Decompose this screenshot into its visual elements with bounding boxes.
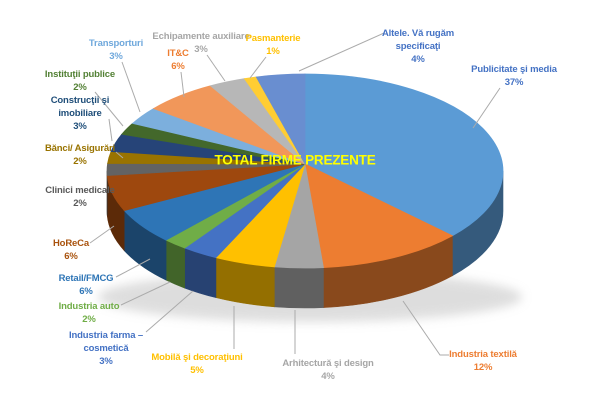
- pie-slice-wall: [274, 266, 324, 309]
- slice-name-label: Clinici medicale: [45, 185, 114, 196]
- slice-name-label: Bănci/ Asigurări: [45, 143, 115, 154]
- slice-name-label: IT&C: [167, 48, 189, 59]
- slice-percent-label: 12%: [474, 362, 493, 373]
- slice-name-label: specificaţi: [396, 41, 441, 52]
- slice-name-label: Mobilă şi decoraţiuni: [151, 352, 242, 363]
- slice-percent-label: 3%: [109, 51, 123, 62]
- slice-percent-label: 4%: [321, 371, 335, 382]
- slice-percent-label: 3%: [194, 44, 208, 55]
- slice-percent-label: 2%: [73, 156, 87, 167]
- slice-name-label: HoReCa: [53, 238, 90, 249]
- leader-line: [249, 56, 267, 79]
- slice-name-label: Pasmanterie: [246, 33, 301, 44]
- leader-line: [145, 290, 194, 333]
- chart-title: TOTAL FIRME PREZENTE: [214, 152, 376, 168]
- slice-percent-label: 3%: [73, 121, 87, 132]
- slice-percent-label: 6%: [171, 61, 185, 72]
- slice-percent-label: 2%: [82, 314, 96, 325]
- leader-line: [472, 87, 501, 129]
- slice-percent-label: 2%: [73, 82, 87, 93]
- slice-percent-label: 6%: [64, 251, 78, 262]
- slice-name-label: Transporturi: [89, 38, 143, 49]
- leader-line: [120, 281, 171, 306]
- slice-percent-label: 5%: [190, 365, 204, 376]
- pie-slices: Publicitate şi media 37%Industria textil…: [106, 73, 504, 269]
- slice-percent-label: 4%: [411, 54, 425, 65]
- pie-side-walls: [106, 170, 504, 309]
- leader-line: [180, 71, 185, 98]
- slice-name-label: Instituţii publice: [45, 69, 115, 80]
- pie-slice: Publicitate şi media 37%: [304, 73, 504, 237]
- slice-name-label: Industria auto: [59, 301, 120, 312]
- pie-slice: Industria textilă 12%: [304, 163, 454, 268]
- slice-name-label: Industria textilă: [449, 349, 518, 360]
- leader-line: [115, 151, 124, 159]
- leader-line: [89, 225, 115, 244]
- slice-percent-label: 2%: [73, 198, 87, 209]
- slice-name-label: Publicitate şi media: [471, 64, 558, 75]
- slice-name-label: Construcţii şi: [51, 95, 110, 106]
- pie-slice: Altele. Vă rugăm specificaţi 4%: [255, 73, 306, 166]
- leader-line: [115, 258, 151, 278]
- leader-line: [298, 32, 385, 72]
- slice-name-label: cosmetică: [83, 343, 129, 354]
- slice-percent-label: 37%: [505, 77, 524, 88]
- slice-name-label: imobiliare: [58, 108, 101, 119]
- slice-name-label: Altele. Vă rugăm: [382, 28, 454, 39]
- leader-line: [121, 61, 141, 113]
- slice-name-label: Echipamente auxiliare: [152, 31, 249, 42]
- slice-name-label: Retail/FMCG: [59, 273, 114, 284]
- leader-line: [108, 118, 113, 142]
- leader-line: [94, 91, 124, 127]
- slice-percent-label: 6%: [79, 286, 93, 297]
- slice-name-label: Industria farma –: [69, 330, 143, 341]
- slice-percent-label: 1%: [266, 46, 280, 57]
- slice-percent-label: 3%: [99, 356, 113, 367]
- leader-lines: [89, 32, 501, 356]
- leader-line: [206, 54, 226, 82]
- leader-line: [402, 300, 449, 356]
- slice-name-label: Arhitectură şi design: [282, 358, 374, 369]
- slice-labels: Publicitate şi media 37% Industria textilă…: [45, 28, 558, 382]
